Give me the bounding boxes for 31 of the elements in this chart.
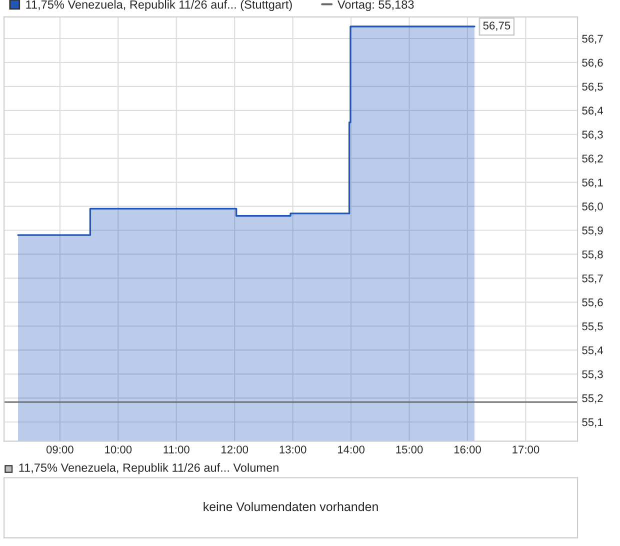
y-tick-label: 55,1 bbox=[582, 418, 603, 428]
x-tick-label: 16:00 bbox=[454, 446, 481, 454]
y-tick-label: 55,6 bbox=[582, 298, 603, 308]
y-tick-label: 55,3 bbox=[582, 370, 603, 380]
x-tick-label: 09:00 bbox=[46, 446, 74, 454]
y-tick-label: 55,8 bbox=[582, 250, 603, 260]
text: 11,75% Venezuela, Republik 11/26 auf... Volumen bbox=[19, 463, 278, 474]
x-tick-label: 17:00 bbox=[512, 446, 540, 454]
y-tick-label: 55,7 bbox=[582, 274, 603, 284]
x-tick-label: 11:00 bbox=[164, 446, 190, 454]
annotation: 56,75 bbox=[483, 22, 510, 31]
y-tick-label: 56,2 bbox=[582, 154, 603, 164]
text: keine Volumendaten vorhanden bbox=[204, 502, 378, 512]
x-tick-label: 14:00 bbox=[338, 446, 365, 454]
y-tick-label: 55,4 bbox=[582, 346, 603, 356]
y-tick-label: 56,0 bbox=[582, 202, 603, 212]
legend-label: Vortag: 55,183 bbox=[338, 0, 414, 12]
legend-label: 11,75% Venezuela, Republik 11/26 auf... (Stuttgart) bbox=[26, 0, 292, 12]
y-tick-label: 56,4 bbox=[582, 106, 603, 116]
y-tick-label: 56,3 bbox=[582, 130, 603, 140]
x-tick-label: 15:00 bbox=[396, 446, 423, 454]
x-tick-label: 12:00 bbox=[222, 446, 248, 454]
y-tick-label: 55,5 bbox=[582, 322, 603, 332]
x-tick-label: 10:00 bbox=[105, 446, 132, 454]
y-tick-label: 55,2 bbox=[582, 394, 603, 404]
y-tick-label: 55,9 bbox=[582, 226, 603, 236]
y-tick-label: 56,1 bbox=[582, 178, 603, 188]
y-tick-label: 56,6 bbox=[582, 58, 603, 68]
y-tick-label: 56,5 bbox=[582, 82, 603, 92]
x-tick-label: 13:00 bbox=[280, 446, 306, 454]
y-tick-label: 56,7 bbox=[582, 34, 603, 44]
